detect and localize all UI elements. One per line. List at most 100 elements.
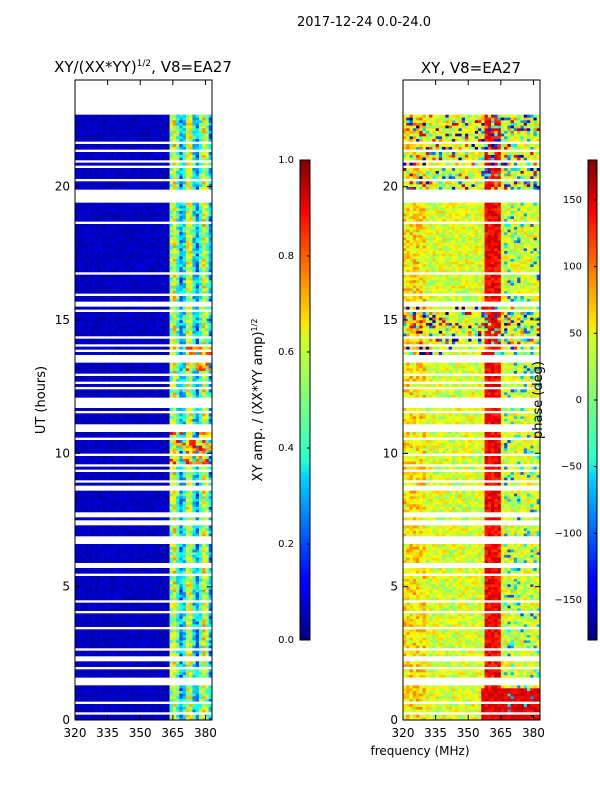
heatmap-cell: [172, 474, 177, 478]
heatmap-cell: [208, 570, 212, 574]
heatmap-cell: [81, 317, 86, 321]
heatmap-cell: [117, 282, 121, 286]
heatmap-cell: [143, 389, 148, 393]
heatmap-cell: [84, 362, 89, 366]
heatmap-cell: [185, 661, 190, 665]
heatmap-cell: [163, 416, 167, 419]
heatmap-cell: [205, 277, 210, 281]
heatmap-cell: [176, 312, 180, 315]
heatmap-cell: [179, 296, 183, 299]
heatmap-cell: [189, 341, 193, 345]
heatmap-cell: [81, 466, 86, 470]
heatmap-cell: [150, 448, 154, 451]
heatmap-cell: [133, 448, 138, 451]
heatmap-cell: [88, 322, 92, 326]
heatmap-cell: [156, 664, 161, 667]
heatmap-cell: [84, 341, 89, 345]
heatmap-cell: [198, 554, 203, 558]
heatmap-cell: [88, 445, 92, 449]
heatmap-cell: [97, 669, 102, 673]
heatmap-cell: [75, 314, 79, 318]
heatmap-cell: [150, 458, 154, 462]
heatmap-cell: [123, 693, 128, 697]
heatmap-cell: [198, 613, 203, 617]
heatmap-cell: [130, 442, 135, 446]
heatmap-cell: [159, 394, 164, 398]
heatmap-cell: [140, 290, 144, 294]
heatmap-cell: [91, 445, 95, 449]
heatmap-cell: [156, 472, 161, 475]
heatmap-cell: [153, 544, 157, 547]
heatmap-cell: [123, 442, 128, 446]
heatmap-cell: [94, 714, 99, 718]
heatmap-cell: [120, 642, 125, 646]
heatmap-cell: [75, 432, 79, 435]
heatmap-cell: [143, 421, 148, 425]
heatmap-cell: [208, 693, 212, 697]
heatmap-cell: [101, 496, 105, 499]
heatmap-cell: [185, 448, 190, 451]
heatmap-cell: [185, 296, 190, 299]
heatmap-cell: [202, 269, 206, 273]
heatmap-cell: [101, 296, 105, 299]
heatmap-cell: [81, 504, 86, 507]
heatmap-cell: [195, 456, 200, 459]
heatmap-cell: [185, 664, 190, 667]
heatmap-cell: [182, 632, 187, 635]
heatmap-cell: [156, 285, 161, 289]
heatmap-cell: [182, 493, 187, 497]
heatmap-cell: [88, 416, 92, 419]
heatmap-cell: [114, 693, 118, 697]
heatmap-cell: [179, 709, 183, 713]
heatmap-cell: [169, 346, 174, 350]
heatmap-cell: [127, 557, 131, 561]
heatmap-cell: [107, 584, 112, 587]
heatmap-cell: [104, 421, 108, 425]
heatmap-cell: [176, 474, 180, 478]
heatmap-cell: [75, 496, 79, 499]
heatmap-cell: [150, 376, 154, 379]
heatmap-cell: [107, 458, 112, 462]
heatmap-cell: [179, 640, 183, 643]
heatmap-cell: [156, 392, 161, 395]
heatmap-cell: [205, 704, 210, 707]
heatmap-cell: [78, 616, 82, 619]
heatmap-cell: [153, 285, 157, 289]
heatmap-cell: [94, 456, 99, 459]
heatmap-cell: [107, 432, 112, 435]
heatmap-cell: [127, 442, 131, 446]
heatmap-cell: [114, 282, 118, 286]
heatmap-cell: [189, 362, 193, 366]
heatmap-cell: [114, 298, 118, 302]
heatmap-cell: [88, 330, 92, 334]
heatmap-cell: [150, 608, 154, 611]
heatmap-cell: [179, 517, 183, 521]
heatmap-cell: [101, 322, 105, 326]
heatmap-cell: [143, 504, 148, 507]
heatmap-cell: [94, 517, 99, 521]
heatmap-cell: [94, 368, 99, 371]
heatmap-cell: [136, 394, 141, 398]
heatmap-cell: [176, 277, 180, 281]
heatmap-cell: [205, 282, 210, 286]
heatmap-cell: [75, 472, 79, 475]
heatmap-cell: [97, 714, 102, 718]
heatmap-cell: [97, 370, 102, 374]
heatmap-cell: [166, 450, 170, 454]
heatmap-cell: [123, 314, 128, 318]
heatmap-cell: [117, 557, 121, 561]
heatmap-cell: [176, 448, 180, 451]
heatmap-cell: [104, 637, 108, 641]
heatmap-cell: [198, 552, 203, 555]
heatmap-cell: [133, 362, 138, 366]
heatmap-cell: [114, 530, 118, 534]
heatmap-cell: [143, 525, 148, 529]
heatmap-cell: [195, 661, 200, 665]
heatmap-cell: [101, 637, 105, 641]
heatmap-cell: [94, 645, 99, 649]
heatmap-cell: [179, 594, 183, 598]
heatmap-cell: [104, 416, 108, 419]
heatmap-cell: [120, 602, 125, 606]
heatmap-cell: [101, 669, 105, 673]
heatmap-cell: [107, 685, 112, 689]
